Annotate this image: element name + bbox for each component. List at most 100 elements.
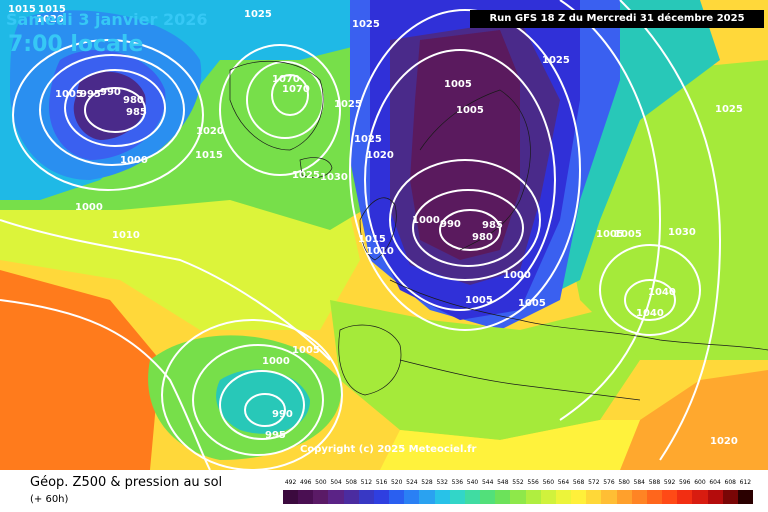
pressure-label: 1020	[196, 126, 224, 137]
coast-med	[399, 359, 641, 401]
pressure-label: 995	[265, 430, 286, 441]
fill-orange-e	[620, 370, 768, 470]
pressure-label: 1005	[456, 105, 484, 116]
scale-swatch	[343, 490, 360, 504]
scale-value: 520	[390, 479, 403, 486]
scale-swatch	[449, 490, 466, 504]
isobar-west-long-1	[0, 219, 331, 361]
scale-swatch	[571, 490, 587, 504]
color-scale-bar	[283, 490, 754, 504]
isobar-west-low-1	[84, 87, 146, 133]
isobar-greenland-high-1	[271, 74, 309, 116]
scale-value: 580	[618, 479, 630, 486]
pressure-label: 1000	[262, 356, 290, 367]
scale-swatch	[298, 490, 314, 504]
pressure-label: 985	[482, 220, 503, 231]
scale-swatch	[555, 490, 572, 504]
scale-value: 504	[330, 479, 342, 486]
scale-value: 500	[315, 479, 327, 486]
scale-swatch	[419, 490, 436, 504]
pressure-label: 1015	[195, 150, 223, 161]
pressure-label: 990	[440, 219, 461, 230]
scale-swatch	[464, 490, 481, 504]
coast-uk	[359, 197, 397, 261]
scale-swatch	[495, 490, 511, 504]
scale-swatch	[586, 490, 602, 504]
coastlines	[229, 60, 768, 401]
legend-footer: Géop. Z500 & pression au sol (+ 60h) 492…	[0, 470, 768, 512]
isobar-east-low-2	[412, 189, 524, 267]
pressure-label: 1005	[55, 89, 83, 100]
forecast-time: 7:00 locale	[8, 32, 144, 57]
scale-value: 612	[739, 479, 752, 486]
scale-value: 584	[633, 479, 645, 486]
pressure-label: 1020	[36, 14, 64, 25]
pressure-label: 1010	[366, 246, 394, 257]
forecast-date: Samedi 3 janvier 2026	[6, 10, 208, 29]
scale-swatch	[328, 490, 345, 504]
scale-swatch	[662, 490, 678, 504]
isobar-east-low-1	[439, 209, 501, 251]
isobar-east-long-2	[619, 0, 722, 461]
scale-value-row: 492 496 500 504 508 512 516 520 524 528 532 536 540 5…	[283, 479, 753, 489]
pressure-label: 1015	[358, 234, 386, 245]
pressure-label: 1010	[112, 230, 140, 241]
pressure-label: 1025	[292, 170, 320, 181]
scale-value: 524	[406, 479, 418, 486]
scale-value: 528	[421, 479, 433, 486]
pressure-label: 1025	[244, 9, 272, 20]
copyright-notice: Copyright (c) 2025 Meteociel.fr	[300, 444, 477, 455]
scale-swatch	[677, 490, 693, 504]
pressure-label: 980	[123, 95, 144, 106]
isobar-east-high-2	[599, 244, 701, 336]
isobar-south-low-3	[192, 344, 324, 456]
legend-title: Géop. Z500 & pression au sol	[30, 475, 223, 490]
scale-value: 592	[663, 479, 676, 486]
pressure-label: 1025	[542, 55, 570, 66]
map-canvas: 1015 1015 1025 1025 1020 1005 995 990 98…	[0, 0, 768, 470]
pressure-label: 995	[80, 89, 101, 100]
pressure-label: 1005	[614, 229, 642, 240]
scale-swatch	[373, 490, 390, 504]
pressure-label: 1000	[75, 202, 103, 213]
isobars	[0, 0, 722, 470]
scale-swatch	[510, 490, 527, 504]
scale-swatch	[616, 490, 633, 504]
scale-swatch	[631, 490, 648, 504]
scale-swatch	[540, 490, 557, 504]
isobar-east-low-4	[364, 49, 556, 311]
scale-value: 512	[360, 479, 373, 486]
pressure-label: 1070	[272, 74, 300, 85]
isobar-west-long-2	[0, 299, 211, 470]
pressure-label: 990	[272, 409, 293, 420]
pressure-label: 1020	[366, 150, 394, 161]
pressure-label: 1005	[518, 298, 546, 309]
pressure-label: 1025	[352, 19, 380, 30]
scale-swatch	[313, 490, 329, 504]
scale-swatch	[601, 490, 618, 504]
pressure-label: 1070	[282, 84, 310, 95]
pressure-label: 1030	[668, 227, 696, 238]
scale-value: 600	[694, 479, 706, 486]
scale-swatch	[283, 490, 299, 504]
pressure-label: 985	[126, 107, 147, 118]
scale-value: 560	[542, 479, 555, 486]
pressure-label: 1025	[715, 104, 743, 115]
isobar-south-low-1	[244, 393, 286, 427]
pressure-label: 1000	[120, 155, 148, 166]
scale-swatch	[434, 490, 451, 504]
run-info-banner: Run GFS 18 Z du Mercredi 31 décembre 202…	[470, 10, 764, 28]
scale-value: 532	[436, 479, 448, 486]
pressure-label: 1015	[8, 4, 36, 15]
scale-value: 596	[679, 479, 691, 486]
pressure-label: 1005	[465, 295, 493, 306]
scale-value: 588	[648, 479, 661, 486]
scale-value: 572	[588, 479, 600, 486]
scale-swatch	[404, 490, 420, 504]
scale-value: 536	[451, 479, 464, 486]
scale-swatch	[722, 490, 739, 504]
scale-swatch	[480, 490, 496, 504]
fill-plum-core	[410, 30, 520, 260]
fill-orange-sw	[0, 270, 160, 470]
pressure-label: 1040	[636, 308, 664, 319]
